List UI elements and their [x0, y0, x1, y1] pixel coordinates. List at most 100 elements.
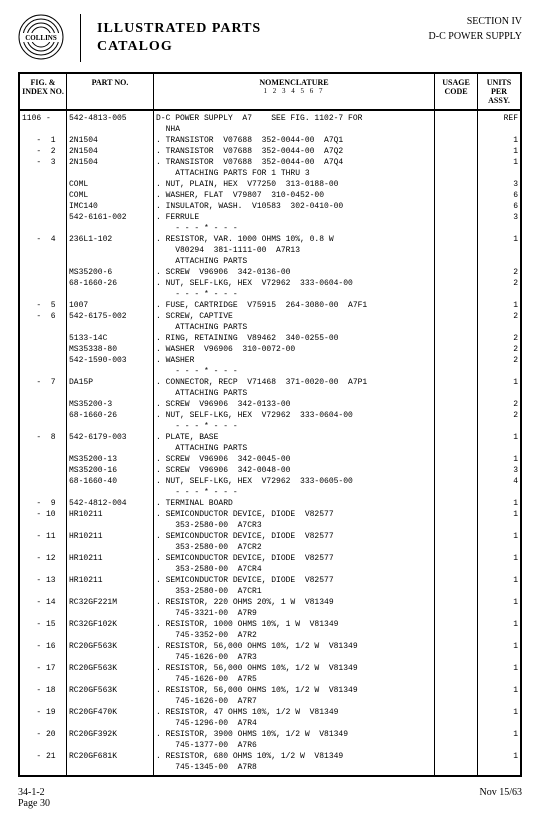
cell-part: COML — [67, 179, 154, 190]
cell-units: 1 — [478, 498, 522, 509]
cell-nom: 745-1626-00 A7R3 — [154, 652, 435, 663]
cell-fig — [19, 586, 67, 597]
table-row: IMC140. INSULATOR, WASH. V10583 302-0410… — [19, 201, 521, 212]
cell-units — [478, 223, 522, 234]
cell-nom: . WASHER V96906 310-0072-00 — [154, 344, 435, 355]
cell-units: 1 — [478, 597, 522, 608]
table-row: 542-1590-003. WASHER2 — [19, 355, 521, 366]
cell-usage — [435, 498, 478, 509]
cell-usage — [435, 729, 478, 740]
footer-left: 34-1-2 Page 30 — [18, 787, 50, 809]
cell-nom: . CONNECTOR, RECP V71468 371-0020-00 A7P… — [154, 377, 435, 388]
cell-usage — [435, 344, 478, 355]
table-row: MS35200-6. SCREW V96906 342-0136-002 — [19, 267, 521, 278]
table-row: 542-6161-002. FERRULE3 — [19, 212, 521, 223]
collins-logo: COLLINS — [18, 14, 64, 60]
table-row: - 18RC20GF563K. RESISTOR, 56,000 OHMS 10… — [19, 685, 521, 696]
table-row: 745-1626-00 A7R7 — [19, 696, 521, 707]
cell-usage — [435, 399, 478, 410]
table-row: ATTACHING PARTS — [19, 388, 521, 399]
cell-fig: - 17 — [19, 663, 67, 674]
cell-nom: . TRANSISTOR V07688 352-0044-00 A7Q4 — [154, 157, 435, 168]
table-row: 68-1660-26. NUT, SELF-LKG, HEX V72962 33… — [19, 410, 521, 421]
cell-part — [67, 718, 154, 729]
cell-nom: . SCREW V96906 342-0048-00 — [154, 465, 435, 476]
cell-nom: ATTACHING PARTS — [154, 443, 435, 454]
cell-units — [478, 652, 522, 663]
cell-units — [478, 608, 522, 619]
cell-fig: - 9 — [19, 498, 67, 509]
cell-part — [67, 773, 154, 776]
cell-part — [67, 322, 154, 333]
table-row: 745-3352-00 A7R2 — [19, 630, 521, 641]
table-row: - 10HR10211. SEMICONDUCTOR DEVICE, DIODE… — [19, 509, 521, 520]
cell-nom: . RESISTOR, 680 OHMS 10%, 1/2 W V81349 — [154, 751, 435, 762]
cell-fig: - 16 — [19, 641, 67, 652]
table-row: - 4236L1-102. RESISTOR, VAR. 1000 OHMS 1… — [19, 234, 521, 245]
table-row: 353-2580-00 A7CR2 — [19, 542, 521, 553]
cell-usage — [435, 773, 478, 776]
cell-nom: . WASHER — [154, 355, 435, 366]
cell-fig — [19, 487, 67, 498]
cell-fig — [19, 421, 67, 432]
cell-fig — [19, 124, 67, 135]
cell-usage — [435, 432, 478, 443]
cell-part: 1007 — [67, 300, 154, 311]
cell-part: 236L1-102 — [67, 234, 154, 245]
cell-nom: 745-1296-00 A7R4 — [154, 718, 435, 729]
cell-units — [478, 366, 522, 377]
cell-usage — [435, 751, 478, 762]
cell-nom: . RESISTOR, 1000 OHMS 10%, 1 W V81349 — [154, 619, 435, 630]
cell-fig — [19, 278, 67, 289]
cell-part — [67, 542, 154, 553]
cell-usage — [435, 509, 478, 520]
cell-part — [67, 674, 154, 685]
cell-units: REF — [478, 113, 522, 124]
page-header: COLLINS ILLUSTRATED PARTS CATALOG SECTIO… — [18, 14, 522, 62]
cell-units — [478, 421, 522, 432]
table-row: - 22N1504. TRANSISTOR V07688 352-0044-00… — [19, 146, 521, 157]
cell-usage — [435, 597, 478, 608]
cell-units: 2 — [478, 399, 522, 410]
cell-fig — [19, 740, 67, 751]
cell-fig: - 7 — [19, 377, 67, 388]
cell-units: 3 — [478, 179, 522, 190]
cell-part: MS35200-6 — [67, 267, 154, 278]
cell-usage — [435, 256, 478, 267]
cell-fig — [19, 773, 67, 776]
page-number: Page 30 — [18, 798, 50, 809]
table-row: ATTACHING PARTS — [19, 443, 521, 454]
cell-units — [478, 388, 522, 399]
cell-fig — [19, 168, 67, 179]
cell-fig — [19, 696, 67, 707]
cell-usage — [435, 531, 478, 542]
table-row: MS35200-16. SCREW V96906 342-0048-003 — [19, 465, 521, 476]
cell-units: 1 — [478, 509, 522, 520]
cell-nom: D-C POWER SUPPLY A7 SEE FIG. 1102-7 FOR — [154, 113, 435, 124]
cell-usage — [435, 476, 478, 487]
cell-part: RC20GF681K — [67, 751, 154, 762]
cell-part — [67, 586, 154, 597]
table-row: - 16RC20GF563K. RESISTOR, 56,000 OHMS 10… — [19, 641, 521, 652]
table-row: - 19RC20GF470K. RESISTOR, 47 OHMS 10%, 1… — [19, 707, 521, 718]
table-row: 68-1660-26. NUT, SELF-LKG, HEX V72962 33… — [19, 278, 521, 289]
cell-nom: . FERRULE — [154, 212, 435, 223]
cell-fig — [19, 762, 67, 773]
cell-nom: ATTACHING PARTS — [154, 322, 435, 333]
cell-part — [67, 630, 154, 641]
table-row: - - - * - - - — [19, 366, 521, 377]
table-row: - 15RC32GF102K. RESISTOR, 1000 OHMS 10%,… — [19, 619, 521, 630]
section-label: SECTION IV — [429, 14, 522, 29]
cell-nom: . SCREW V96906 342-0133-00 — [154, 399, 435, 410]
col-nom-title: NOMENCLATURE — [156, 78, 432, 87]
table-row: - 8542-6179-003. PLATE, BASE1 — [19, 432, 521, 443]
cell-nom: . NUT, SELF-LKG, HEX V72962 333-0605-00 — [154, 476, 435, 487]
cell-fig — [19, 190, 67, 201]
catalog-title: ILLUSTRATED PARTS CATALOG — [97, 20, 261, 56]
cell-part: 542-6161-002 — [67, 212, 154, 223]
cell-usage — [435, 278, 478, 289]
cell-units — [478, 487, 522, 498]
cell-part — [67, 740, 154, 751]
cell-nom: . SEMICONDUCTOR DEVICE, DIODE V82577 — [154, 531, 435, 542]
cell-usage — [435, 575, 478, 586]
